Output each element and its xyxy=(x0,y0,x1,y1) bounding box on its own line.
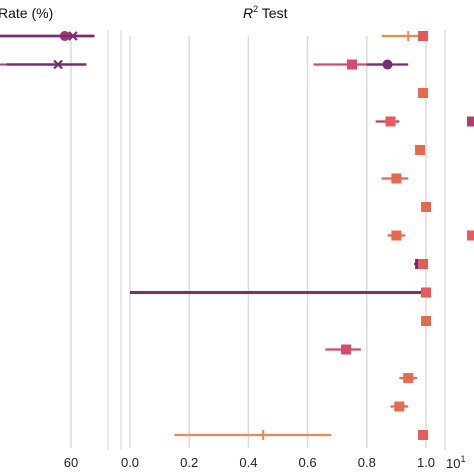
r2-point-square xyxy=(415,145,426,155)
rate-panel: Rate (%) 60 xyxy=(0,5,109,470)
r2-point-square xyxy=(418,31,429,41)
r2-point-group xyxy=(366,59,409,70)
r2-point-square xyxy=(341,344,352,355)
r2-point-square xyxy=(418,430,429,440)
r2-tick-labels: 0.0 0.2 0.4 0.6 0.8 1.0 xyxy=(121,455,435,470)
log-tick-exp: 1 xyxy=(460,454,465,464)
log-point xyxy=(467,230,474,241)
r2-title-rest: Test xyxy=(258,5,287,21)
log-panel: 101 xyxy=(444,30,474,471)
r2-marks xyxy=(130,31,431,440)
r2-point-circle xyxy=(382,59,393,70)
r2-point-group xyxy=(418,259,429,269)
r2-point-square xyxy=(391,230,402,241)
r2-point-square xyxy=(418,259,429,269)
r2-title-main: R xyxy=(243,5,253,21)
log-tick-base: 10 xyxy=(446,456,460,471)
r2-point-group xyxy=(418,430,429,440)
r2-tick-label: 0.2 xyxy=(180,455,198,470)
r2-point-group xyxy=(415,145,426,155)
r2-point-group xyxy=(418,31,429,41)
rate-point-x xyxy=(53,59,63,70)
rate-point-group xyxy=(0,31,95,41)
rate-point-x xyxy=(68,31,78,41)
r2-panel-title: R2 Test xyxy=(243,4,288,21)
log-marks xyxy=(467,116,474,241)
r2-gridlines xyxy=(129,36,427,448)
r2-point-group xyxy=(421,202,431,212)
r2-point-group xyxy=(399,373,418,383)
r2-point-square xyxy=(391,173,402,184)
log-tick-label: 101 xyxy=(446,454,465,471)
r2-tick-label: 0.6 xyxy=(299,455,317,470)
r2-point-group xyxy=(418,88,429,98)
r2-point-group xyxy=(384,116,397,127)
r2-title-sup: 2 xyxy=(253,4,258,14)
r2-point-group xyxy=(421,287,431,298)
r2-point-group xyxy=(390,401,409,412)
r2-panel: R2 Test 0.0 0.2 0.4 0.6 0.8 1.0 xyxy=(120,4,435,470)
r2-point-square xyxy=(418,88,429,98)
r2-tick-label: 0.4 xyxy=(239,455,257,470)
r2-point-square xyxy=(394,401,405,412)
r2-point-square xyxy=(403,373,414,383)
r2-tick-label: 0.8 xyxy=(358,455,376,470)
rate-panel-title: Rate (%) xyxy=(0,5,53,21)
r2-tick-label: 0.0 xyxy=(121,455,139,470)
r2-point-square xyxy=(421,287,431,298)
r2-point-group xyxy=(325,344,361,355)
r2-tick-label: 1.0 xyxy=(417,455,435,470)
r2-point-group xyxy=(381,173,409,184)
r2-point-group xyxy=(387,230,406,241)
r2-point-group xyxy=(174,430,332,440)
r2-point-square xyxy=(347,59,357,70)
r2-point-square xyxy=(421,316,431,326)
rate-point-group xyxy=(6,59,87,70)
r2-point-group xyxy=(381,31,424,41)
log-point xyxy=(467,116,474,127)
rate-tick-label: 60 xyxy=(64,455,78,470)
r2-point-square xyxy=(385,116,396,127)
r2-point-group xyxy=(421,316,431,326)
r2-point-square xyxy=(421,202,431,212)
rate-marks xyxy=(0,31,95,70)
